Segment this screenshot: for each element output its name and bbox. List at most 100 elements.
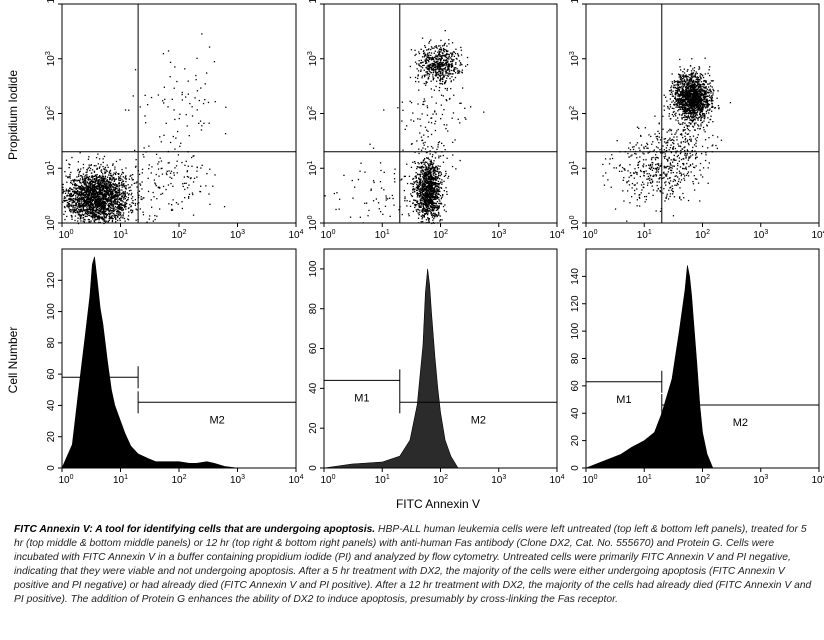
scatter-point bbox=[439, 178, 441, 180]
scatter-point bbox=[402, 109, 404, 111]
scatter-point bbox=[99, 200, 101, 202]
scatter-point bbox=[108, 206, 110, 208]
scatter-point bbox=[681, 99, 683, 101]
scatter-point bbox=[406, 182, 409, 185]
scatter-point bbox=[673, 103, 675, 106]
scatter-point bbox=[416, 201, 418, 203]
scatter-point bbox=[690, 105, 692, 107]
scatter-point bbox=[694, 107, 697, 110]
scatter-point bbox=[110, 203, 112, 205]
scatter-point bbox=[436, 170, 439, 173]
scatter-point bbox=[100, 197, 102, 199]
scatter-point bbox=[466, 56, 469, 59]
scatter-point bbox=[68, 198, 70, 201]
scatter-point bbox=[693, 106, 696, 108]
scatter-point bbox=[83, 181, 86, 183]
scatter-point bbox=[421, 166, 423, 168]
scatter-point bbox=[446, 63, 448, 65]
scatter-point bbox=[444, 74, 446, 76]
scatter-point bbox=[690, 84, 692, 86]
scatter-point bbox=[97, 153, 99, 155]
scatter-point bbox=[453, 59, 455, 61]
scatter-point bbox=[417, 217, 420, 219]
scatter-point bbox=[84, 204, 86, 206]
scatter-point bbox=[420, 173, 422, 175]
scatter-point bbox=[110, 184, 112, 186]
scatter-point bbox=[78, 191, 80, 193]
scatter-point bbox=[107, 186, 110, 188]
scatter-point bbox=[138, 202, 140, 204]
scatter-point bbox=[438, 58, 440, 60]
scatter-point bbox=[113, 200, 115, 203]
scatter-point bbox=[162, 100, 164, 102]
scatter-point bbox=[438, 155, 440, 157]
scatter-point bbox=[127, 218, 129, 220]
scatter-point bbox=[444, 70, 446, 72]
scatter-point bbox=[99, 184, 101, 186]
scatter-point bbox=[169, 61, 172, 63]
scatter-point bbox=[416, 63, 418, 65]
scatter-point bbox=[112, 204, 115, 206]
scatter-point bbox=[87, 201, 89, 203]
scatter-point bbox=[97, 180, 99, 182]
scatter-point bbox=[90, 206, 92, 208]
scatter-point bbox=[91, 208, 93, 210]
scatter-point bbox=[429, 209, 432, 211]
scatter-point bbox=[118, 189, 120, 191]
scatter-point bbox=[99, 183, 101, 185]
scatter-point bbox=[146, 221, 148, 223]
scatter-point bbox=[77, 169, 79, 172]
scatter-point bbox=[428, 40, 431, 43]
scatter-point bbox=[103, 186, 106, 188]
scatter-point bbox=[79, 211, 81, 213]
scatter-point bbox=[110, 172, 112, 175]
scatter-point bbox=[419, 206, 422, 208]
scatter-point bbox=[681, 116, 683, 119]
scatter-point bbox=[67, 176, 69, 178]
scatter-point bbox=[699, 86, 701, 88]
scatter-point bbox=[75, 209, 77, 211]
scatter-point bbox=[75, 191, 77, 193]
scatter-point bbox=[690, 106, 692, 108]
scatter-point bbox=[702, 76, 705, 79]
scatter-point bbox=[425, 151, 428, 154]
scatter-point bbox=[72, 199, 75, 202]
scatter-point bbox=[450, 63, 453, 65]
scatter-point bbox=[106, 180, 108, 183]
scatter-point bbox=[425, 202, 427, 204]
scatter-point bbox=[120, 203, 122, 205]
scatter-point bbox=[449, 63, 451, 66]
scatter-point bbox=[77, 198, 79, 200]
scatter-point bbox=[95, 191, 98, 193]
scatter-point bbox=[150, 96, 153, 99]
scatter-point bbox=[104, 178, 106, 180]
scatter-point bbox=[404, 196, 406, 198]
scatter-point bbox=[95, 216, 97, 218]
scatter-point bbox=[110, 209, 112, 212]
scatter-point bbox=[431, 206, 433, 209]
scatter-point bbox=[438, 141, 441, 143]
scatter-point bbox=[671, 101, 673, 103]
panel-top-left: 100101102103104100101102103104 bbox=[45, 0, 304, 241]
scatter-point bbox=[678, 87, 680, 89]
scatter-point bbox=[89, 202, 91, 204]
scatter-point bbox=[451, 64, 454, 66]
scatter-point bbox=[81, 192, 83, 194]
scatter-point bbox=[670, 87, 672, 89]
scatter-point bbox=[120, 215, 122, 217]
scatter-point bbox=[667, 105, 669, 108]
scatter-point bbox=[421, 113, 423, 115]
scatter-point bbox=[412, 185, 414, 188]
scatter-point bbox=[444, 59, 447, 62]
scatter-point bbox=[188, 193, 191, 195]
scatter-point bbox=[686, 110, 688, 112]
scatter-point bbox=[80, 208, 82, 210]
scatter-point bbox=[435, 184, 437, 186]
scatter-point bbox=[117, 189, 119, 192]
scatter-point bbox=[85, 215, 87, 218]
scatter-point bbox=[688, 107, 690, 109]
scatter-point bbox=[183, 182, 186, 184]
scatter-point bbox=[682, 89, 684, 91]
scatter-point bbox=[430, 196, 433, 198]
scatter-point bbox=[86, 209, 88, 211]
